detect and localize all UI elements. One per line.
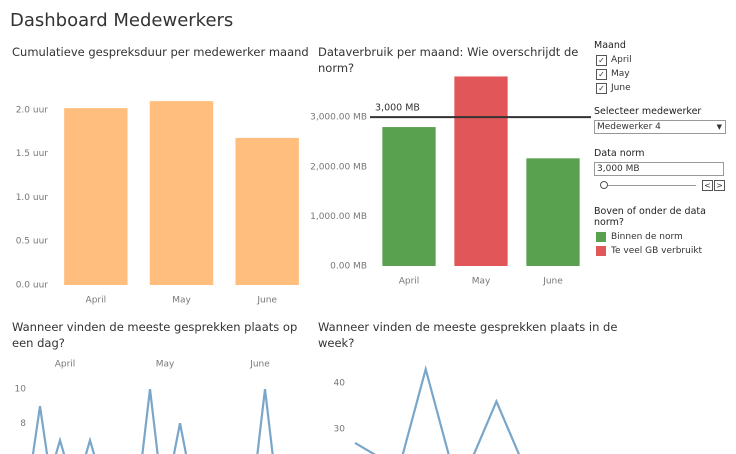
y-tick-label: 0.00 MB [330, 262, 367, 272]
chart-title: Cumulatieve gespreksduur per medewerker … [12, 45, 309, 59]
line [354, 364, 521, 454]
y-tick-label: 0.5 uur [16, 237, 49, 247]
title-line: Wanneer vinden de meeste gesprekken plaa… [12, 320, 297, 334]
legend-item: Te veel GB verbruikt [596, 245, 734, 257]
checkbox[interactable]: ✓ May [596, 68, 734, 80]
title-line: een dag? [12, 336, 65, 350]
x-tick-label: June [542, 277, 563, 287]
slider-thumb[interactable] [600, 181, 608, 189]
legend-item: Binnen de norm [596, 231, 734, 243]
x-tick-label: June [256, 296, 277, 306]
checkbox-label: June [611, 83, 631, 93]
panel-header: May [156, 360, 175, 370]
y-tick-label: 30 [334, 425, 346, 435]
dropdown-value: Medewerker 4 [597, 122, 661, 132]
checkbox[interactable]: ✓ April [596, 54, 734, 66]
checkbox[interactable]: ✓ June [596, 82, 734, 94]
step-forward[interactable]: > [714, 180, 725, 191]
title-line: Dataverbruik per maand: Wie overschrijdt… [318, 45, 578, 59]
bar [382, 127, 436, 266]
title-line: Wanneer vinden de meeste gesprekken plaa… [318, 320, 617, 334]
slider[interactable]: < > [594, 180, 734, 192]
legend-label: Binnen de norm [611, 232, 683, 242]
y-tick-label: 2.0 uur [16, 105, 49, 115]
bar [149, 101, 214, 286]
legend: Boven of onder de data norm? Binnen de n… [594, 206, 734, 257]
dropdown[interactable]: Medewerker 4 ▼ [594, 120, 726, 134]
slider-track [602, 185, 696, 186]
y-tick-label: 1.5 uur [16, 149, 49, 159]
y-tick-label: 3,000.00 MB [310, 113, 367, 123]
x-tick-label: April [86, 296, 107, 306]
checkbox-label: April [611, 55, 632, 65]
line [31, 406, 96, 454]
legend-label: Te veel GB verbruikt [611, 246, 703, 256]
filter-title: Maand [594, 40, 626, 51]
dashboard-title: Dashboard Medewerkers [10, 10, 233, 31]
filter-title: Selecteer medewerker [594, 106, 702, 117]
y-tick-label: 2,000.00 MB [310, 162, 367, 172]
x-tick-label: May [172, 296, 191, 306]
step-back[interactable]: < [702, 180, 713, 191]
y-tick-label: 8 [20, 419, 26, 429]
checkbox-box[interactable]: ✓ [596, 54, 607, 66]
y-tick-label: 1,000.00 MB [310, 212, 367, 222]
dropdown-arrow: ▼ [716, 123, 722, 131]
y-tick-label: 0.0 uur [16, 281, 49, 291]
x-tick-label: May [472, 277, 491, 287]
y-tick-label: 1.0 uur [16, 193, 49, 203]
bar [526, 158, 580, 266]
panel-header: April [55, 360, 76, 370]
line [141, 388, 188, 454]
chart-title: Wanneer vinden de meeste gesprekken plaa… [318, 320, 617, 350]
plot-area [31, 388, 274, 454]
panel-header: June [249, 360, 270, 370]
x-tick-label: April [399, 277, 420, 287]
bar [235, 137, 299, 285]
legend-swatch [596, 232, 606, 242]
reference-label: 3,000 MB [375, 103, 420, 114]
title-line: norm? [318, 61, 354, 75]
controls: Maand ✓ April ✓ May ✓ June Selecteer medewe… [594, 40, 734, 259]
line [256, 388, 274, 454]
y-tick-label: 10 [15, 385, 27, 395]
chart-title: Dataverbruik per maand: Wie overschrijdt… [318, 45, 578, 75]
checkbox-box[interactable]: ✓ [596, 68, 607, 80]
input-value: 3,000 MB [597, 164, 640, 174]
filter-title: Data norm [594, 148, 645, 159]
y-tick-label: 40 [334, 379, 346, 389]
title-line: week? [318, 336, 354, 350]
plot-area [354, 364, 521, 454]
checkbox-box[interactable]: ✓ [596, 82, 607, 94]
chart-title: Wanneer vinden de meeste gesprekken plaa… [12, 320, 297, 350]
title-line: Cumulatieve gespreksduur per medewerker … [12, 45, 309, 59]
legend-title: Boven of onder de data norm? [594, 206, 706, 228]
bar [454, 76, 508, 267]
bar [64, 108, 128, 286]
input[interactable]: 3,000 MB [594, 162, 724, 176]
legend-swatch [596, 246, 606, 256]
checkbox-label: May [611, 69, 630, 79]
